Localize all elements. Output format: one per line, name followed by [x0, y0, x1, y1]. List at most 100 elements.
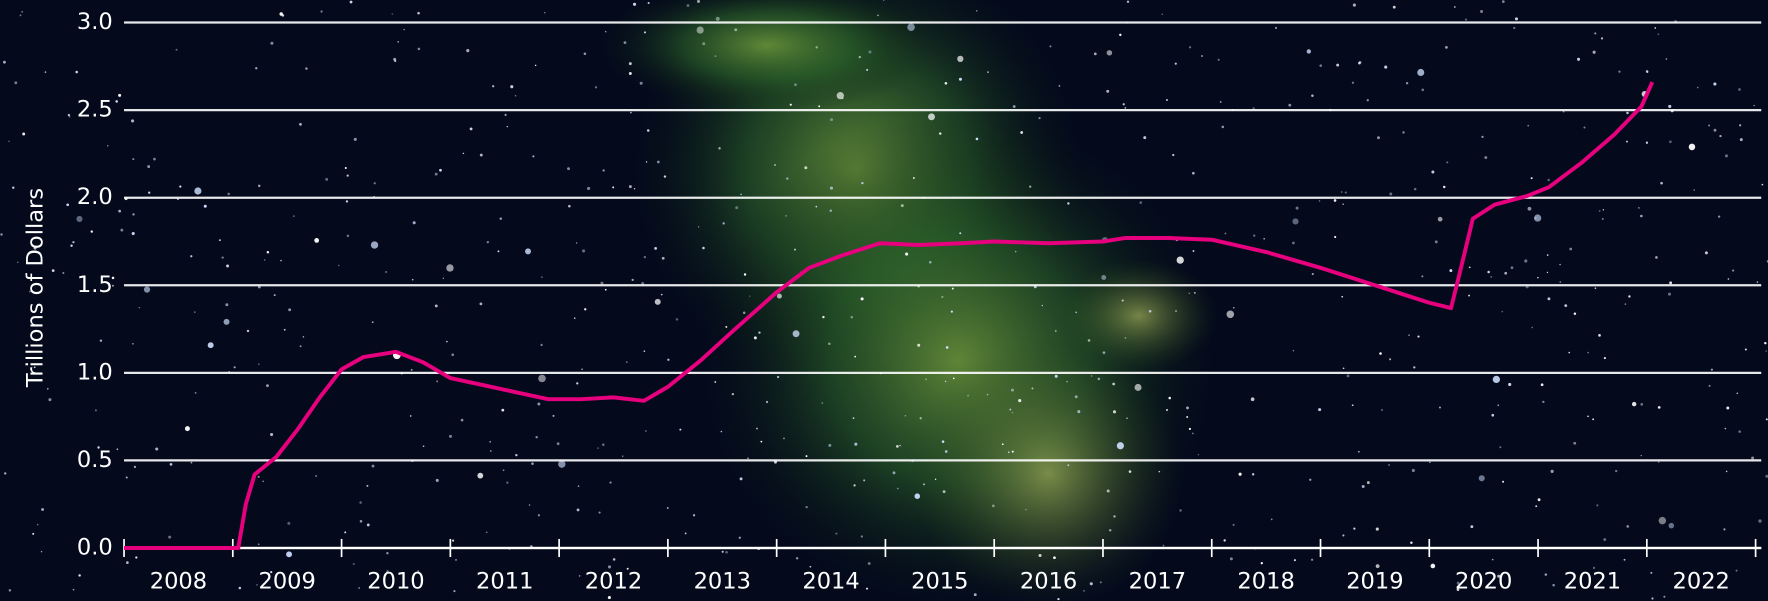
star [1421, 88, 1424, 91]
star [73, 589, 75, 591]
star [1625, 303, 1627, 305]
star [1765, 350, 1767, 352]
star [498, 250, 500, 252]
star [693, 514, 695, 516]
star [435, 304, 438, 307]
star [1067, 464, 1069, 466]
star [1726, 407, 1729, 410]
star [443, 278, 444, 279]
star [1599, 210, 1601, 212]
star [299, 123, 302, 126]
star [1252, 473, 1254, 475]
star [1598, 334, 1601, 337]
star [626, 361, 627, 362]
star [147, 165, 150, 168]
x-tick-label: 2022 [1673, 568, 1730, 594]
star [1168, 397, 1171, 400]
star [1091, 375, 1092, 376]
star [1002, 443, 1004, 445]
star [1658, 33, 1660, 35]
star [1311, 94, 1314, 97]
star [1122, 299, 1124, 301]
star [1113, 410, 1116, 413]
star [1294, 559, 1296, 561]
star [1745, 348, 1747, 350]
star [783, 438, 785, 440]
star [1189, 46, 1191, 48]
star [247, 330, 249, 332]
star [270, 42, 273, 45]
star [632, 279, 634, 281]
star [541, 276, 542, 277]
star [1192, 250, 1194, 252]
star [1233, 524, 1235, 526]
star [463, 153, 465, 155]
star [567, 167, 570, 170]
star [1414, 188, 1417, 191]
x-tick-label: 2019 [1346, 568, 1403, 594]
star [221, 256, 223, 258]
star [1559, 264, 1561, 266]
star [1542, 401, 1544, 403]
star [821, 402, 823, 404]
star [697, 0, 700, 3]
star [453, 590, 455, 592]
star [1604, 357, 1606, 359]
star [1480, 10, 1483, 13]
star [1059, 85, 1061, 87]
star [132, 232, 135, 235]
star [1381, 409, 1383, 411]
star [338, 265, 340, 267]
star [1654, 27, 1656, 29]
star [1559, 281, 1561, 283]
star [951, 310, 953, 312]
star [439, 169, 442, 172]
star [1547, 254, 1549, 256]
x-tick-label: 2008 [150, 568, 207, 594]
star [1159, 471, 1161, 473]
star [449, 435, 452, 438]
star [507, 126, 508, 127]
x-tick-label: 2018 [1237, 568, 1294, 594]
star [1384, 66, 1387, 69]
star [503, 469, 505, 471]
star [510, 85, 513, 88]
star [153, 158, 156, 161]
star [1552, 584, 1555, 587]
star [1481, 136, 1483, 138]
star [1307, 49, 1311, 53]
star [538, 375, 546, 383]
star [487, 241, 489, 243]
star [976, 10, 977, 11]
star [354, 138, 357, 141]
star [1367, 481, 1370, 484]
star [1449, 269, 1452, 272]
star [1309, 479, 1311, 481]
star [624, 41, 627, 44]
star [1583, 127, 1585, 129]
star [194, 311, 196, 313]
star [62, 272, 64, 274]
star [1013, 105, 1016, 108]
star [1319, 200, 1321, 202]
star [492, 85, 494, 87]
star [1025, 509, 1026, 510]
star [1292, 218, 1298, 224]
star [1352, 82, 1354, 84]
star [863, 479, 865, 481]
star [1445, 46, 1448, 49]
star [1723, 528, 1725, 530]
star [644, 350, 646, 352]
star [868, 562, 871, 565]
star [1469, 266, 1471, 268]
star [226, 265, 229, 268]
star [144, 286, 150, 292]
star [1166, 99, 1168, 101]
star [1431, 564, 1436, 569]
star [195, 392, 197, 394]
star [1502, 481, 1504, 483]
star [1736, 392, 1738, 394]
star [417, 12, 420, 15]
star [830, 209, 832, 211]
star [258, 543, 260, 545]
